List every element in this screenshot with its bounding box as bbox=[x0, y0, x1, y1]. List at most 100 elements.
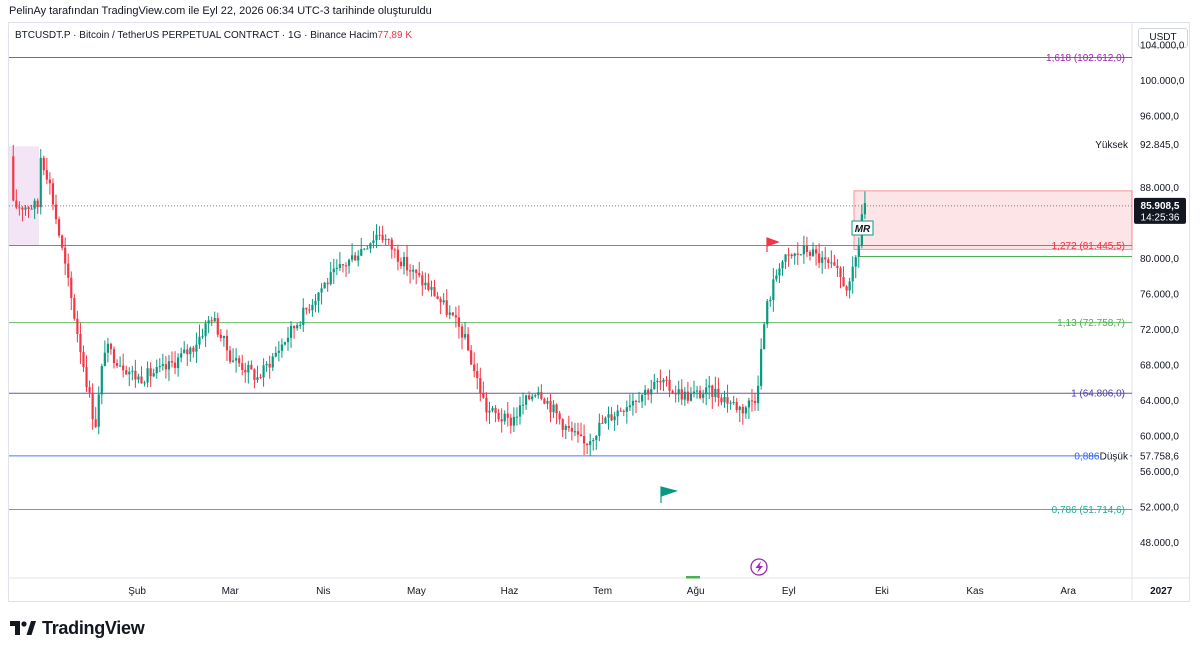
candle-body-158[interactable] bbox=[494, 408, 497, 413]
candle-body-268[interactable] bbox=[830, 262, 833, 264]
candle-body-174[interactable] bbox=[543, 398, 546, 404]
candle-body-69[interactable] bbox=[222, 335, 225, 338]
candle-body-34[interactable] bbox=[115, 363, 119, 366]
candle-body-208[interactable] bbox=[647, 389, 650, 395]
candle-body-61[interactable] bbox=[198, 336, 201, 345]
candle-body-194[interactable] bbox=[604, 417, 607, 424]
candle-body-0[interactable] bbox=[12, 156, 15, 201]
candle-body-251[interactable] bbox=[778, 268, 781, 276]
candle-body-135[interactable] bbox=[424, 282, 427, 286]
candle-body-4[interactable] bbox=[24, 207, 27, 210]
candle-body-114[interactable] bbox=[360, 249, 363, 256]
candle-body-203[interactable] bbox=[631, 400, 635, 406]
candle-body-118[interactable] bbox=[372, 240, 375, 244]
candle-body-56[interactable] bbox=[183, 349, 186, 354]
candle-body-234[interactable] bbox=[726, 397, 729, 404]
candle-body-98[interactable] bbox=[311, 304, 314, 311]
candle-body-11[interactable] bbox=[45, 170, 48, 180]
candle-body-17[interactable] bbox=[64, 247, 67, 264]
candle-body-72[interactable] bbox=[231, 360, 235, 362]
candle-body-42[interactable] bbox=[140, 376, 143, 384]
candle-body-199[interactable] bbox=[619, 410, 622, 412]
candle-body-121[interactable] bbox=[381, 234, 384, 241]
candle-body-32[interactable] bbox=[109, 343, 113, 350]
candle-body-86[interactable] bbox=[274, 352, 277, 357]
candle-body-129[interactable] bbox=[405, 257, 409, 271]
candle-body-206[interactable] bbox=[640, 394, 644, 402]
candle-body-130[interactable] bbox=[408, 270, 412, 272]
candle-body-110[interactable] bbox=[347, 259, 351, 266]
candle-body-205[interactable] bbox=[637, 401, 641, 403]
candle-body-267[interactable] bbox=[827, 259, 830, 264]
resistance-zone[interactable] bbox=[853, 190, 1133, 250]
candle-body-265[interactable] bbox=[821, 257, 824, 263]
candle-body-38[interactable] bbox=[128, 371, 131, 375]
candle-body-36[interactable] bbox=[122, 365, 125, 371]
candle-body-270[interactable] bbox=[836, 265, 839, 268]
candle-body-128[interactable] bbox=[402, 257, 406, 267]
candle-body-77[interactable] bbox=[247, 364, 250, 373]
candle-body-200[interactable] bbox=[622, 410, 625, 412]
candle-body-19[interactable] bbox=[70, 277, 73, 298]
candle-body-248[interactable] bbox=[769, 299, 772, 302]
candle-body-2[interactable] bbox=[18, 207, 21, 209]
candle-body-157[interactable] bbox=[491, 408, 494, 411]
candle-body-26[interactable] bbox=[91, 392, 94, 420]
candle-body-81[interactable] bbox=[259, 377, 262, 379]
candle-body-257[interactable] bbox=[796, 253, 799, 255]
candle-body-23[interactable] bbox=[82, 352, 85, 368]
candle-body-33[interactable] bbox=[112, 349, 116, 364]
candle-body-180[interactable] bbox=[561, 419, 564, 430]
candle-body-261[interactable] bbox=[808, 252, 812, 256]
candle-body-201[interactable] bbox=[625, 407, 628, 412]
last-price-tag[interactable] bbox=[1134, 197, 1186, 224]
candle-body-3[interactable] bbox=[21, 207, 24, 210]
candle-body-109[interactable] bbox=[344, 265, 348, 267]
candle-body-124[interactable] bbox=[390, 239, 393, 250]
candle-body-161[interactable] bbox=[503, 413, 506, 422]
candle-body-14[interactable] bbox=[54, 204, 58, 220]
candle-body-71[interactable] bbox=[228, 350, 232, 362]
candle-body-202[interactable] bbox=[628, 405, 631, 408]
candle-body-196[interactable] bbox=[610, 414, 613, 421]
candle-body-243[interactable] bbox=[753, 401, 757, 404]
candle-body-148[interactable] bbox=[463, 334, 467, 338]
candle-body-260[interactable] bbox=[805, 245, 809, 253]
candle-body-76[interactable] bbox=[244, 369, 247, 373]
candle-body-37[interactable] bbox=[125, 370, 128, 375]
candle-body-275[interactable] bbox=[851, 266, 854, 282]
candle-body-93[interactable] bbox=[296, 325, 299, 329]
candle-body-228[interactable] bbox=[708, 385, 711, 388]
candle-body-134[interactable] bbox=[421, 275, 424, 286]
candle-body-70[interactable] bbox=[225, 335, 229, 351]
candle-body-221[interactable] bbox=[686, 391, 689, 401]
candle-body-29[interactable] bbox=[100, 366, 103, 395]
candle-body-123[interactable] bbox=[387, 239, 390, 241]
candle-body-190[interactable] bbox=[592, 440, 595, 442]
candle-body-24[interactable] bbox=[85, 367, 88, 388]
candle-body-94[interactable] bbox=[299, 324, 302, 326]
candle-body-175[interactable] bbox=[546, 400, 549, 404]
candle-body-104[interactable] bbox=[329, 272, 332, 285]
candle-body-191[interactable] bbox=[595, 435, 598, 441]
candle-body-256[interactable] bbox=[793, 253, 796, 257]
candle-body-218[interactable] bbox=[677, 389, 680, 395]
candle-body-64[interactable] bbox=[207, 320, 210, 324]
candle-body-177[interactable] bbox=[552, 404, 555, 413]
candle-body-238[interactable] bbox=[738, 406, 741, 410]
candle-body-125[interactable] bbox=[393, 249, 396, 251]
candle-body-54[interactable] bbox=[177, 357, 180, 368]
candle-body-16[interactable] bbox=[61, 235, 64, 248]
candle-body-100[interactable] bbox=[317, 292, 320, 301]
candle-body-133[interactable] bbox=[418, 272, 421, 276]
candle-body-249[interactable] bbox=[772, 279, 775, 300]
candle-body-122[interactable] bbox=[384, 239, 387, 241]
candle-body-254[interactable] bbox=[787, 254, 790, 256]
candle-body-27[interactable] bbox=[94, 419, 97, 427]
candle-body-35[interactable] bbox=[119, 365, 122, 367]
red-flag-icon[interactable] bbox=[766, 237, 780, 252]
candle-body-90[interactable] bbox=[286, 337, 290, 343]
candle-body-246[interactable] bbox=[763, 324, 766, 350]
candle-body-101[interactable] bbox=[320, 288, 323, 293]
